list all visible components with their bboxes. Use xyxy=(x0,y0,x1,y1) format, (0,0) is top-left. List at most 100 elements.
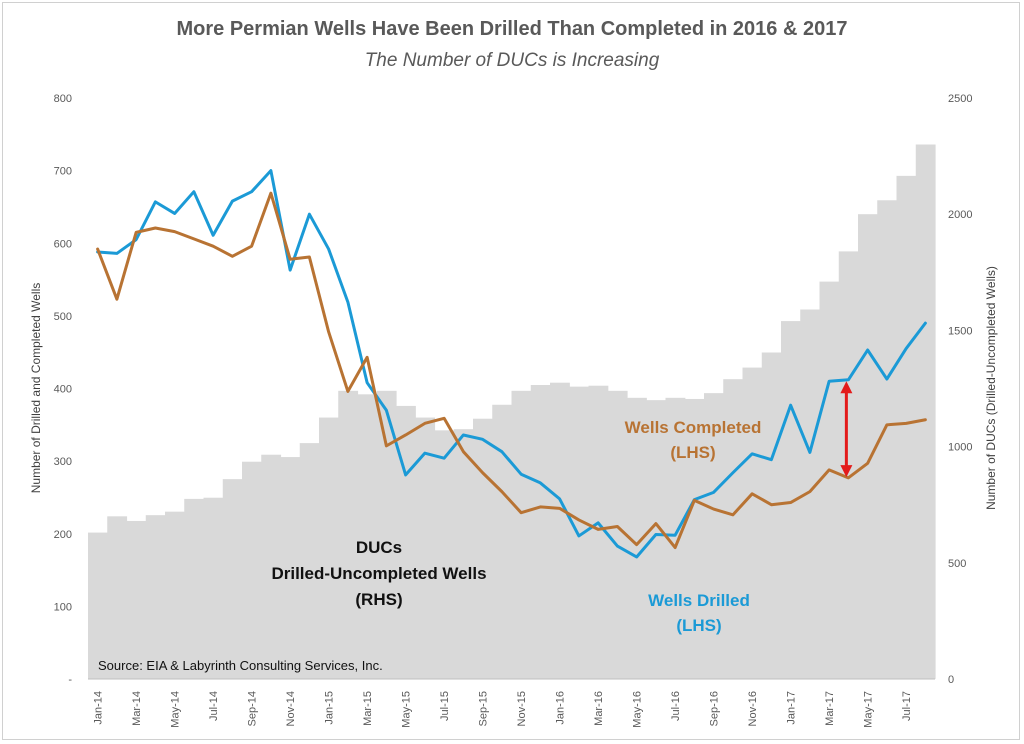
x-tick-label: May-17 xyxy=(863,691,875,728)
x-tick-label: Jan-17 xyxy=(786,691,798,725)
x-tick-label: May-16 xyxy=(632,691,644,728)
duc-column xyxy=(396,405,416,679)
duc-column xyxy=(742,367,763,679)
right-tick-label: 0 xyxy=(948,674,954,686)
x-tick-label: Jul-14 xyxy=(208,691,220,721)
duc-column xyxy=(222,479,243,679)
annotation-layer: DUCs Drilled-Uncompleted Wells (RHS) Wells … xyxy=(98,381,853,673)
duc-column xyxy=(665,397,686,679)
duc-column xyxy=(800,309,821,679)
gap-arrow-head-down xyxy=(840,465,853,478)
wells-completed-label-line1: Wells Completed xyxy=(625,418,762,437)
x-tick-label: Mar-16 xyxy=(593,691,605,726)
duc-area-layer xyxy=(88,144,936,680)
x-tick-label: May-14 xyxy=(170,691,182,728)
source-note: Source: EIA & Labyrinth Consulting Servi… xyxy=(98,658,383,673)
wells-completed-label-line2: (LHS) xyxy=(670,443,715,462)
left-tick-label: 800 xyxy=(54,93,72,105)
right-tick-label: 1000 xyxy=(948,442,972,454)
duc-column xyxy=(88,532,108,679)
duc-column xyxy=(145,515,166,679)
line-layer xyxy=(96,169,927,559)
chart-subtitle: The Number of DUCs is Increasing xyxy=(364,50,660,71)
left-tick-label: 600 xyxy=(54,238,72,250)
x-tick-label: Jan-14 xyxy=(93,691,105,725)
duc-column xyxy=(569,386,590,679)
duc-column xyxy=(184,498,205,679)
duc-column xyxy=(319,417,339,679)
x-tick-label: Nov-16 xyxy=(747,691,759,726)
duc-column xyxy=(530,385,551,679)
duc-column xyxy=(858,214,878,679)
duc-column xyxy=(588,385,609,679)
x-tick-label: Jan-15 xyxy=(324,691,336,725)
x-tick-label: Nov-15 xyxy=(516,691,528,726)
axis-layer: - 100 200 300 400 500 600 700 800 0 500 1000 1500 200… xyxy=(54,93,973,728)
duc-column xyxy=(280,457,301,679)
duc-column xyxy=(550,382,570,679)
left-tick-label: 100 xyxy=(54,601,72,613)
x-tick-label: Sep-16 xyxy=(709,691,721,726)
left-tick-label: 300 xyxy=(54,456,72,468)
duc-column xyxy=(607,390,628,679)
x-tick-label: Sep-15 xyxy=(478,691,490,726)
chart-title: More Permian Wells Have Been Drilled Tha… xyxy=(176,18,848,40)
x-tick-label: Mar-17 xyxy=(824,691,836,726)
duc-column xyxy=(376,390,397,679)
duc-column xyxy=(242,461,262,679)
right-tick-label: 2500 xyxy=(948,93,972,105)
duc-column xyxy=(723,379,744,679)
right-axis-title: Number of DUCs (Drilled-Uncompleted Well… xyxy=(984,266,998,510)
ducs-label-line3: (RHS) xyxy=(355,590,402,609)
right-tick-label: 2000 xyxy=(948,209,972,221)
wells-drilled-line xyxy=(96,169,927,559)
duc-column xyxy=(107,516,128,679)
x-tick-label: May-15 xyxy=(401,691,413,728)
left-axis-title: Number of Drilled and Completed Wells xyxy=(29,283,43,494)
x-tick-label: Jan-16 xyxy=(555,691,567,725)
duc-column xyxy=(126,520,147,679)
x-tick-label: Nov-14 xyxy=(285,691,297,726)
wells-completed-line xyxy=(96,191,927,550)
left-tick-label: 700 xyxy=(54,166,72,178)
duc-column xyxy=(646,400,667,679)
x-tick-label: Mar-14 xyxy=(131,691,143,726)
x-tick-label: Jul-17 xyxy=(901,691,913,721)
duc-column xyxy=(511,390,532,679)
x-tick-label: Mar-15 xyxy=(362,691,374,726)
x-tick-label: Jul-15 xyxy=(439,691,451,721)
duc-column xyxy=(453,429,474,679)
ducs-label-line2: Drilled-Uncompleted Wells xyxy=(271,564,486,583)
right-tick-label: 500 xyxy=(948,558,966,570)
duc-column xyxy=(357,394,378,679)
x-tick-label: Sep-14 xyxy=(247,691,259,726)
duc-column xyxy=(761,352,782,679)
duc-column xyxy=(819,281,840,679)
duc-column xyxy=(299,443,320,679)
wells-drilled-label-line1: Wells Drilled xyxy=(648,591,750,610)
wells-drilled-label-line2: (LHS) xyxy=(676,616,721,635)
duc-column xyxy=(203,497,224,679)
left-tick-label: 400 xyxy=(54,384,72,396)
duc-column xyxy=(781,321,801,679)
duc-column xyxy=(338,390,359,679)
duc-column xyxy=(896,175,917,679)
duc-column xyxy=(261,454,282,679)
duc-column xyxy=(704,393,724,679)
duc-column xyxy=(627,397,647,679)
x-tick-label: Jul-16 xyxy=(670,691,682,721)
duc-column xyxy=(915,144,936,680)
duc-column xyxy=(473,418,493,679)
duc-column xyxy=(434,430,455,679)
gap-arrow-head-up xyxy=(840,381,853,394)
duc-column xyxy=(684,398,705,679)
duc-column xyxy=(877,200,898,679)
ducs-label-line1: DUCs xyxy=(356,538,402,557)
left-tick-label: 500 xyxy=(54,311,72,323)
right-tick-label: 1500 xyxy=(948,325,972,337)
left-tick-label: - xyxy=(68,674,72,686)
duc-column xyxy=(165,511,185,679)
duc-column xyxy=(415,417,436,679)
